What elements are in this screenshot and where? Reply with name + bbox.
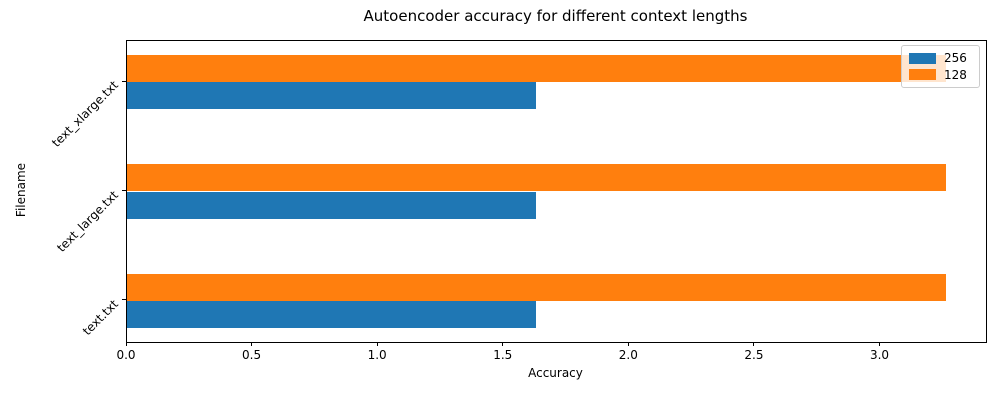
x-tick-label: 0.5 bbox=[242, 348, 262, 362]
x-tick-mark bbox=[753, 342, 755, 346]
chart-title: Autoencoder accuracy for different conte… bbox=[363, 7, 748, 25]
x-tick-label: 2.5 bbox=[744, 348, 764, 362]
legend-label: 256 bbox=[944, 51, 967, 66]
bar-256-text.txt bbox=[127, 300, 537, 329]
x-axis-label: Accuracy bbox=[528, 366, 583, 380]
y-tick-mark bbox=[122, 80, 126, 82]
x-tick-mark bbox=[627, 342, 629, 346]
plot-area bbox=[126, 40, 987, 343]
x-tick-label: 0.0 bbox=[116, 348, 136, 362]
x-tick-mark bbox=[376, 342, 378, 346]
legend-row-128: 128 bbox=[909, 67, 972, 83]
x-tick-label: 2.0 bbox=[618, 348, 638, 362]
x-tick-mark bbox=[879, 342, 880, 346]
x-tick-label: 1.5 bbox=[493, 348, 513, 362]
y-tick-mark bbox=[122, 190, 126, 191]
legend: 256 128 bbox=[901, 45, 980, 88]
y-tick-mark bbox=[122, 299, 126, 301]
bar-128-text_xlarge.txt bbox=[127, 54, 946, 83]
legend-label: 128 bbox=[944, 67, 967, 82]
bar-128-text.txt bbox=[127, 273, 946, 301]
legend-swatch bbox=[909, 52, 936, 64]
bar-256-text_xlarge.txt bbox=[127, 82, 537, 110]
y-tick-label: text_xlarge.txt bbox=[49, 78, 121, 150]
x-tick-mark bbox=[125, 342, 127, 346]
legend-row-256: 256 bbox=[909, 50, 972, 66]
legend-swatch bbox=[909, 69, 936, 81]
x-tick-label: 3.0 bbox=[869, 348, 890, 362]
x-tick-mark bbox=[251, 342, 253, 346]
x-tick-mark bbox=[502, 342, 504, 346]
bar-128-text_large.txt bbox=[127, 164, 946, 192]
bar-256-text_large.txt bbox=[127, 191, 537, 219]
x-tick-label: 1.0 bbox=[367, 348, 387, 362]
